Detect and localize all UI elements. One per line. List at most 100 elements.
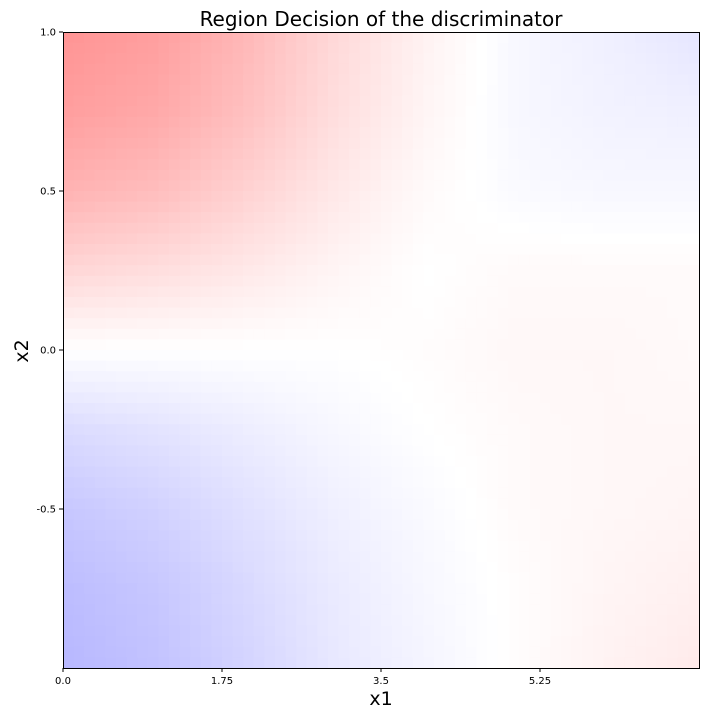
heatmap-cell (317, 509, 329, 521)
heatmap-cell (94, 487, 106, 499)
heatmap-cell (296, 222, 308, 234)
heatmap-cell (105, 350, 117, 362)
heatmap-cell (264, 636, 276, 648)
x-axis-ticks: 0.0 1.75 3.5 5.25 (55, 668, 551, 687)
heatmap-cell (529, 593, 541, 605)
heatmap-cell (328, 138, 340, 150)
heatmap-cell (593, 477, 605, 489)
heatmap-cell (116, 487, 128, 499)
heatmap-cell (105, 53, 117, 65)
heatmap-cell (179, 127, 191, 139)
heatmap-cell (169, 191, 181, 203)
heatmap-cell (402, 180, 414, 192)
heatmap-cell (328, 562, 340, 574)
heatmap-cell (391, 318, 403, 330)
heatmap-cell (508, 445, 520, 457)
heatmap-cell (116, 625, 128, 637)
heatmap-cell (158, 381, 170, 393)
heatmap-cell (444, 350, 456, 362)
heatmap-cell (317, 572, 329, 584)
heatmap-cell (232, 413, 244, 425)
heatmap-cell (434, 657, 446, 669)
heatmap-cell (381, 53, 393, 65)
heatmap-cell (667, 63, 679, 75)
heatmap-cell (253, 254, 265, 266)
heatmap-cell (275, 593, 287, 605)
heatmap-cell (232, 572, 244, 584)
heatmap-cell (571, 74, 583, 86)
heatmap-cell (370, 572, 382, 584)
heatmap-cell (614, 392, 626, 404)
heatmap-cell (137, 148, 149, 160)
heatmap-cell (137, 275, 149, 287)
heatmap-cell (338, 551, 350, 563)
heatmap-cell (529, 636, 541, 648)
heatmap-cell (211, 328, 223, 340)
heatmap-cell (624, 339, 636, 351)
heatmap-cell (84, 339, 96, 351)
heatmap-cell (656, 509, 668, 521)
heatmap-cell (593, 392, 605, 404)
heatmap-cell (635, 127, 647, 139)
heatmap-cell (455, 540, 467, 552)
heatmap-cell (285, 371, 297, 383)
heatmap-cell (253, 297, 265, 309)
heatmap-cell (656, 286, 668, 298)
heatmap-cell (646, 85, 658, 97)
heatmap-cell (593, 551, 605, 563)
heatmap-cell (646, 466, 658, 478)
heatmap-cell (412, 551, 424, 563)
heatmap-cell (529, 466, 541, 478)
heatmap-cell (550, 625, 562, 637)
heatmap-cell (391, 403, 403, 415)
heatmap-cell (285, 477, 297, 489)
heatmap-cell (497, 74, 509, 86)
heatmap-cell (349, 445, 361, 457)
heatmap-cell (275, 233, 287, 245)
heatmap-cell (465, 85, 477, 97)
heatmap-cell (285, 403, 297, 415)
heatmap-cell (518, 562, 530, 574)
heatmap-cell (253, 583, 265, 595)
heatmap-cell (306, 646, 318, 658)
heatmap-cell (200, 180, 212, 192)
heatmap-cell (126, 254, 138, 266)
heatmap-cell (465, 350, 477, 362)
heatmap-cell (646, 307, 658, 319)
heatmap-cell (264, 360, 276, 372)
heatmap-cell (253, 477, 265, 489)
heatmap-cell (232, 466, 244, 478)
heatmap-cell (561, 53, 573, 65)
heatmap-cell (646, 403, 658, 415)
heatmap-cell (667, 95, 679, 107)
heatmap-cell (126, 222, 138, 234)
heatmap-cell (147, 371, 159, 383)
heatmap-cell (667, 127, 679, 139)
heatmap-cell (550, 32, 562, 44)
heatmap-cell (222, 32, 234, 44)
heatmap-cell (179, 519, 191, 531)
heatmap-cell (126, 434, 138, 446)
heatmap-cell (561, 392, 573, 404)
heatmap-cell (476, 95, 488, 107)
heatmap-cell (264, 74, 276, 86)
x-tick-label: 1.75 (211, 676, 233, 687)
heatmap-cell (571, 551, 583, 563)
heatmap-cell (497, 286, 509, 298)
heatmap-cell (412, 636, 424, 648)
heatmap-cell (63, 593, 75, 605)
heatmap-cell (423, 339, 435, 351)
heatmap-cell (190, 339, 202, 351)
heatmap-cell (264, 487, 276, 499)
heatmap-cell (285, 604, 297, 616)
heatmap-cell (391, 328, 403, 340)
heatmap-cell (169, 583, 181, 595)
heatmap-cell (63, 116, 75, 128)
heatmap-cell (518, 244, 530, 256)
heatmap-cell (603, 583, 615, 595)
heatmap-cell (497, 530, 509, 542)
heatmap-cell (508, 254, 520, 266)
heatmap-cell (561, 572, 573, 584)
heatmap-cell (370, 424, 382, 436)
heatmap-cell (381, 74, 393, 86)
